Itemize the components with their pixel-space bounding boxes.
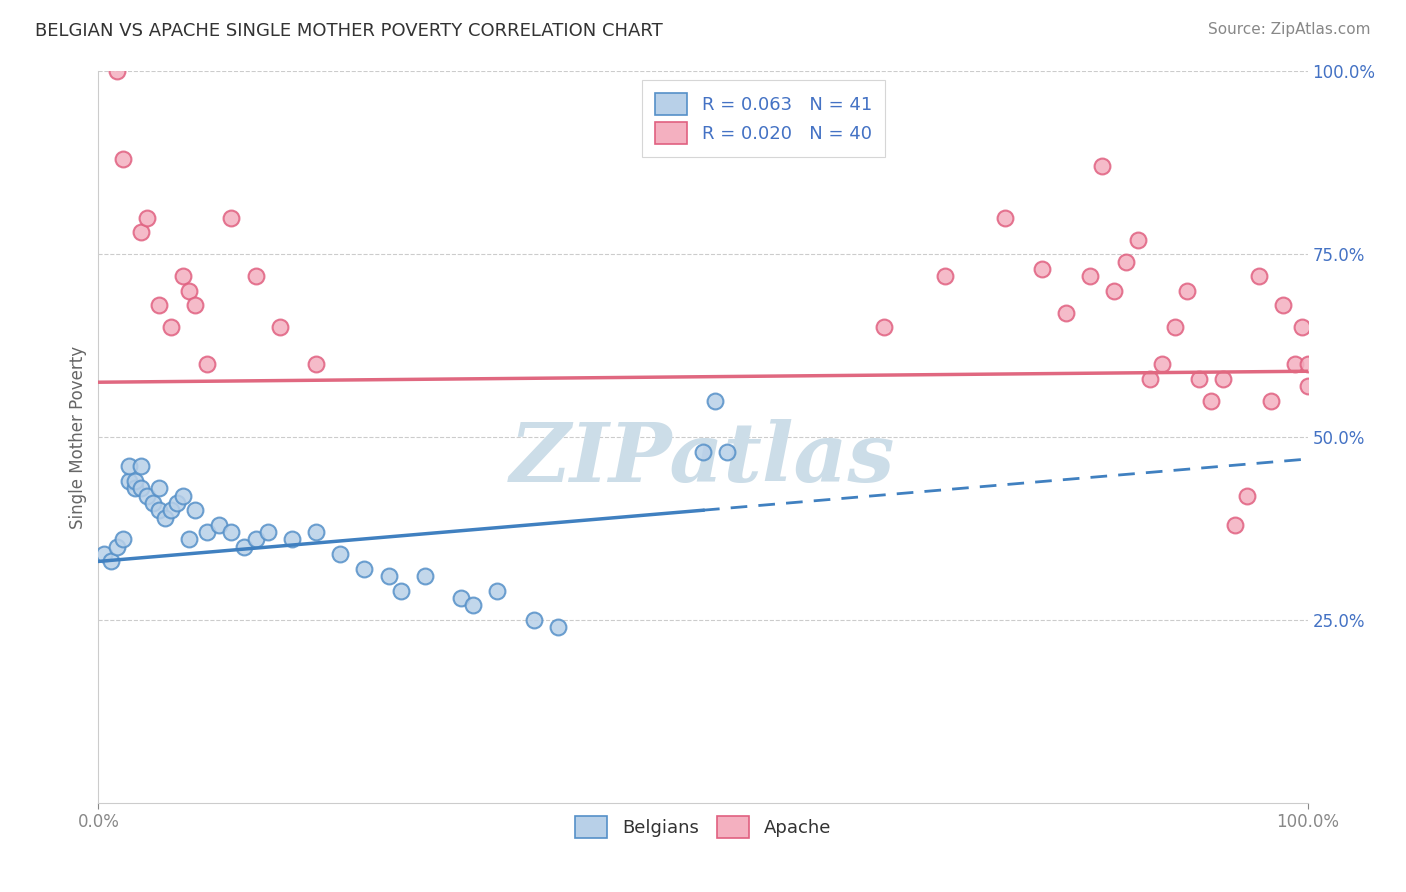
- Point: [160, 503, 183, 517]
- Point: [166, 496, 188, 510]
- Point: [389, 583, 412, 598]
- Point: [111, 152, 134, 166]
- Point: [463, 599, 485, 613]
- Point: [994, 211, 1017, 225]
- Point: [269, 320, 291, 334]
- Y-axis label: Single Mother Poverty: Single Mother Poverty: [69, 345, 87, 529]
- Point: [1199, 393, 1222, 408]
- Point: [160, 320, 183, 334]
- Point: [124, 474, 146, 488]
- Point: [1152, 357, 1174, 371]
- Point: [547, 620, 569, 634]
- Point: [221, 525, 243, 540]
- Point: [232, 540, 254, 554]
- Point: [105, 540, 128, 554]
- Point: [172, 489, 194, 503]
- Point: [1188, 371, 1211, 385]
- Point: [1102, 284, 1125, 298]
- Point: [221, 211, 243, 225]
- Point: [256, 525, 278, 540]
- Point: [450, 591, 472, 605]
- Point: [716, 444, 738, 458]
- Point: [129, 459, 152, 474]
- Point: [523, 613, 546, 627]
- Point: [934, 269, 956, 284]
- Point: [184, 298, 207, 312]
- Point: [873, 320, 896, 334]
- Point: [413, 569, 436, 583]
- Point: [135, 489, 157, 503]
- Point: [195, 525, 218, 540]
- Text: ZIPatlas: ZIPatlas: [510, 419, 896, 499]
- Point: [142, 496, 165, 510]
- Point: [172, 269, 194, 284]
- Point: [93, 547, 115, 561]
- Point: [1296, 357, 1319, 371]
- Point: [329, 547, 352, 561]
- Point: [1115, 254, 1137, 268]
- Point: [1296, 379, 1319, 393]
- Point: [353, 562, 375, 576]
- Point: [1249, 269, 1271, 284]
- Point: [1091, 160, 1114, 174]
- Point: [704, 393, 727, 408]
- Point: [148, 503, 170, 517]
- Text: Source: ZipAtlas.com: Source: ZipAtlas.com: [1208, 22, 1371, 37]
- Point: [129, 481, 152, 495]
- Point: [281, 533, 304, 547]
- Point: [153, 510, 176, 524]
- Point: [1260, 393, 1282, 408]
- Point: [179, 533, 201, 547]
- Text: BELGIAN VS APACHE SINGLE MOTHER POVERTY CORRELATION CHART: BELGIAN VS APACHE SINGLE MOTHER POVERTY …: [35, 22, 662, 40]
- Point: [148, 298, 170, 312]
- Point: [195, 357, 218, 371]
- Point: [1139, 371, 1161, 385]
- Point: [1236, 489, 1258, 503]
- Point: [1054, 306, 1077, 320]
- Point: [1078, 269, 1101, 284]
- Point: [305, 357, 328, 371]
- Point: [486, 583, 509, 598]
- Point: [179, 284, 201, 298]
- Point: [1272, 298, 1295, 312]
- Point: [135, 211, 157, 225]
- Point: [129, 225, 152, 239]
- Point: [1031, 261, 1053, 276]
- Point: [245, 269, 267, 284]
- Point: [1163, 320, 1185, 334]
- Point: [100, 554, 122, 568]
- Point: [118, 474, 141, 488]
- Point: [184, 503, 207, 517]
- Point: [124, 481, 146, 495]
- Point: [105, 64, 128, 78]
- Point: [1284, 357, 1306, 371]
- Point: [245, 533, 267, 547]
- Point: [118, 459, 141, 474]
- Point: [111, 533, 134, 547]
- Legend: Belgians, Apache: Belgians, Apache: [568, 808, 838, 845]
- Point: [305, 525, 328, 540]
- Point: [692, 444, 714, 458]
- Point: [1291, 320, 1313, 334]
- Point: [1212, 371, 1234, 385]
- Point: [1223, 517, 1246, 532]
- Point: [148, 481, 170, 495]
- Point: [1128, 233, 1150, 247]
- Point: [377, 569, 399, 583]
- Point: [1175, 284, 1198, 298]
- Point: [208, 517, 231, 532]
